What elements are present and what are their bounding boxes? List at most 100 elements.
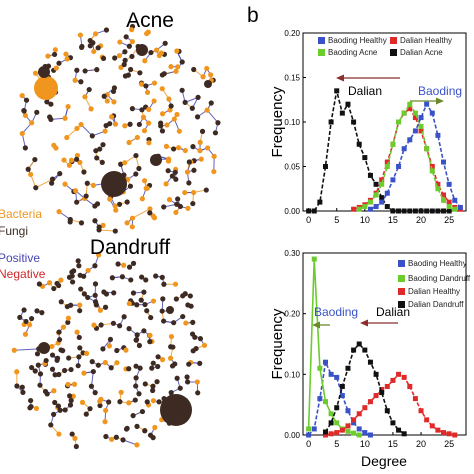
data-point <box>412 110 418 116</box>
fungi-node <box>56 337 63 343</box>
fungi-node <box>99 159 105 166</box>
legend-label: Baoding Healthy <box>408 259 467 268</box>
fungi-node <box>170 344 176 350</box>
fungi-node <box>208 100 214 106</box>
fungi-node <box>49 366 56 372</box>
fungi-node <box>126 264 133 270</box>
fungi-node <box>130 260 137 266</box>
bacteria-node <box>19 93 25 99</box>
fungi-node <box>112 55 118 61</box>
fungi-node <box>165 168 171 174</box>
bacteria-node <box>142 58 148 64</box>
acne-title: Acne <box>126 9 174 32</box>
data-point <box>367 199 373 205</box>
fungi-node <box>23 97 30 103</box>
fungi-node <box>191 167 197 173</box>
bacteria-node <box>58 277 64 283</box>
fungi-node <box>169 173 175 179</box>
baoding-arrow-text: Baoding <box>418 84 462 98</box>
fungi-node <box>139 107 145 113</box>
bacteria-node <box>144 89 151 95</box>
data-point <box>379 199 385 205</box>
bacteria-node <box>129 215 136 221</box>
data-point <box>424 208 430 214</box>
bacteria-node <box>173 209 179 216</box>
data-point <box>367 432 373 438</box>
fungi-node <box>179 59 185 65</box>
bacteria-node <box>81 370 87 376</box>
bacteria-node <box>109 114 115 120</box>
fungi-node <box>118 161 124 167</box>
fungi-node <box>173 176 179 182</box>
fungi-node <box>92 218 98 224</box>
fungi-node <box>171 320 177 326</box>
bacteria-node <box>139 196 145 202</box>
data-point <box>373 204 379 210</box>
y-tick-label: 0.30 <box>284 249 300 258</box>
fungi-node <box>128 277 134 283</box>
bacteria-node <box>70 393 76 399</box>
fungi-node <box>186 180 192 186</box>
hub-node <box>150 154 162 166</box>
data-point <box>339 383 345 389</box>
data-point <box>401 431 407 437</box>
fungi-node <box>147 210 153 216</box>
x-tick-label: 5 <box>334 215 339 225</box>
network-panels <box>4 18 234 460</box>
bacteria-node <box>77 159 83 165</box>
data-point <box>407 106 413 112</box>
fungi-node <box>28 397 34 404</box>
fungi-node <box>175 196 181 202</box>
data-point <box>407 137 413 143</box>
fungi-node <box>171 146 177 152</box>
fungi-node <box>51 285 57 292</box>
fungi-node <box>47 114 53 120</box>
bacteria-node <box>53 65 59 71</box>
data-point <box>351 430 357 436</box>
bacteria-node <box>122 160 128 166</box>
bacteria-node <box>73 188 79 194</box>
fungi-node <box>122 73 129 79</box>
fungi-node <box>66 355 72 361</box>
fungi-node <box>23 318 29 325</box>
fungi-node <box>73 443 79 450</box>
data-point <box>407 383 413 389</box>
chart-bottom-annotation-baoding: Baoding <box>312 305 358 329</box>
fungi-node <box>137 365 143 371</box>
legend-swatch <box>318 37 325 44</box>
data-point <box>345 423 351 429</box>
bacteria-node <box>100 222 106 228</box>
series-line-baoding-dandruff <box>307 259 360 436</box>
data-point <box>441 159 447 165</box>
bacteria-node <box>68 157 75 163</box>
x-tick-label: 15 <box>388 439 398 449</box>
data-point <box>418 123 424 129</box>
fungi-node <box>168 389 174 396</box>
legend-swatch <box>398 301 405 308</box>
bacteria-node <box>126 400 132 406</box>
data-point <box>412 396 418 402</box>
fungi-node <box>55 403 62 409</box>
bacteria-node <box>79 399 86 405</box>
fungi-node <box>77 345 83 351</box>
x-tick-label: 10 <box>360 215 370 225</box>
bacteria-node <box>141 178 148 184</box>
bacteria-node <box>14 369 20 375</box>
data-point <box>356 341 362 347</box>
fungi-node <box>19 384 25 390</box>
fungi-node <box>126 43 132 49</box>
fungi-node <box>37 371 44 377</box>
fungi-node <box>67 216 73 223</box>
bacteria-node <box>168 64 174 70</box>
bacteria-node <box>124 220 130 226</box>
bacteria-node <box>146 106 152 113</box>
network-edge <box>80 124 93 137</box>
hub-node <box>136 44 148 56</box>
y-tick-label: 0.05 <box>284 163 300 172</box>
fungi-node <box>142 381 148 387</box>
bacteria-node <box>91 48 97 55</box>
bacteria-node <box>56 431 62 437</box>
bacteria-node <box>19 130 25 137</box>
fungi-node <box>195 94 201 100</box>
fungi-node <box>129 53 135 60</box>
